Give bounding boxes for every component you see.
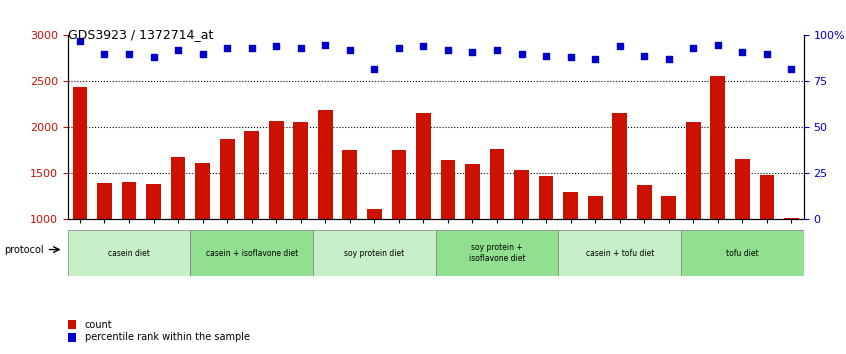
Point (244, 45, 258, 51)
Bar (784, 218, 799, 312)
Text: casein diet: casein diet (108, 249, 150, 258)
Point (735, 49, 749, 55)
Bar (686, 122, 700, 312)
Bar (220, 139, 234, 312)
Point (146, 55, 160, 60)
Text: count: count (85, 320, 113, 330)
FancyBboxPatch shape (558, 230, 681, 276)
Bar (244, 131, 259, 312)
Bar (171, 157, 185, 312)
Bar (662, 195, 676, 312)
Text: soy protein diet: soy protein diet (344, 249, 404, 258)
Point (343, 47, 356, 53)
Text: soy protein +
isoflavone diet: soy protein + isoflavone diet (469, 244, 525, 263)
Point (662, 57, 675, 62)
Point (711, 42, 724, 47)
FancyBboxPatch shape (681, 230, 804, 276)
Point (613, 44, 626, 49)
Point (318, 42, 332, 47)
FancyBboxPatch shape (313, 230, 436, 276)
Bar (122, 182, 136, 312)
FancyBboxPatch shape (68, 230, 190, 276)
Point (367, 66, 381, 72)
Text: casein + isoflavone diet: casein + isoflavone diet (206, 249, 298, 258)
Point (195, 51, 209, 57)
Bar (343, 150, 357, 312)
Point (514, 51, 528, 57)
Bar (441, 160, 455, 312)
Point (588, 57, 602, 62)
Text: GDS3923 / 1372714_at: GDS3923 / 1372714_at (68, 28, 213, 41)
Bar (416, 113, 431, 312)
Point (563, 55, 577, 60)
Bar (269, 121, 283, 312)
Bar (465, 164, 480, 312)
Point (73, 38, 86, 44)
Point (686, 45, 700, 51)
Point (171, 47, 184, 53)
Point (490, 47, 503, 53)
Bar (563, 192, 578, 312)
Bar (490, 149, 504, 312)
Bar (539, 176, 553, 312)
Point (269, 44, 283, 49)
FancyBboxPatch shape (190, 230, 313, 276)
Bar (637, 184, 651, 312)
Bar (73, 87, 87, 312)
Bar (588, 195, 602, 312)
Point (392, 45, 405, 51)
Point (294, 45, 307, 51)
Point (637, 53, 651, 58)
Point (539, 53, 552, 58)
Bar (514, 170, 529, 312)
Bar (97, 183, 112, 312)
Bar (613, 113, 627, 312)
Point (97, 51, 111, 57)
Bar (760, 175, 774, 312)
Bar (195, 163, 210, 312)
Text: protocol: protocol (4, 245, 44, 255)
Text: percentile rank within the sample: percentile rank within the sample (85, 332, 250, 342)
Text: casein + tofu diet: casein + tofu diet (585, 249, 654, 258)
Bar (318, 110, 332, 312)
Bar (735, 159, 750, 312)
FancyBboxPatch shape (436, 230, 558, 276)
Bar (294, 122, 308, 312)
Bar (711, 76, 725, 312)
Text: tofu diet: tofu diet (726, 249, 759, 258)
Point (760, 51, 773, 57)
Bar (367, 209, 382, 312)
Point (465, 49, 479, 55)
Bar (392, 149, 406, 312)
Point (441, 47, 454, 53)
Bar (146, 184, 161, 312)
Point (784, 66, 798, 72)
Point (416, 44, 430, 49)
Point (220, 45, 233, 51)
Point (122, 51, 135, 57)
